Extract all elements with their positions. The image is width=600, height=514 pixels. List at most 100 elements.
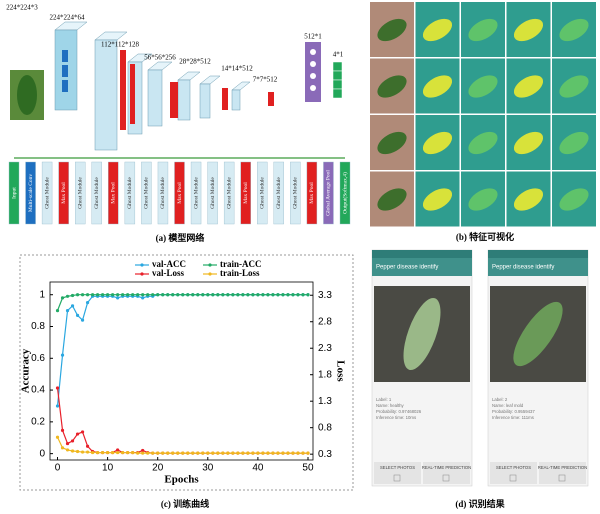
result-text: Label: 2	[492, 397, 508, 402]
y-axis-label: Accuracy	[20, 348, 32, 393]
module-label: Ghost Module	[293, 177, 299, 209]
caption: (a) 模型网络	[156, 232, 205, 243]
button-label: SELECT PHOTOS	[496, 465, 531, 470]
app-title: Pepper disease identify	[376, 265, 438, 271]
data-point	[306, 451, 310, 455]
data-point	[111, 293, 115, 297]
data-point	[60, 296, 65, 300]
data-point	[196, 293, 200, 297]
y-tick-label: 0.8	[31, 321, 45, 332]
data-point	[126, 293, 130, 297]
data-point	[216, 293, 220, 297]
button[interactable]	[490, 462, 537, 484]
module-label: Global Average Pool	[326, 170, 332, 216]
caption: (d) 识别结果	[455, 498, 505, 509]
y2-tick-label: 2.8	[318, 316, 332, 327]
data-point	[136, 293, 140, 297]
layer-block-top	[177, 71, 201, 81]
button[interactable]	[423, 462, 470, 484]
chart-frame	[19, 254, 354, 491]
data-point	[80, 293, 85, 297]
y-tick-label: 0	[39, 448, 45, 459]
module-block	[174, 161, 185, 225]
data-point	[291, 293, 295, 297]
y-tick-label: 0.6	[31, 353, 45, 364]
y-tick-label: 1	[39, 289, 45, 300]
data-point	[116, 448, 120, 452]
module-label: Ghost Module	[94, 177, 100, 209]
data-point	[131, 293, 135, 297]
module-block	[257, 161, 268, 225]
data-point	[186, 293, 190, 297]
module-block	[157, 161, 169, 225]
result-text: Name: leaf mold	[492, 403, 524, 408]
data-point	[271, 451, 275, 455]
data-point	[116, 450, 120, 455]
y-tick-label: 0.2	[31, 416, 45, 427]
data-point	[90, 450, 95, 455]
leaf	[377, 131, 407, 155]
data-point	[101, 293, 105, 297]
module-block	[190, 161, 202, 225]
data-point	[151, 451, 155, 455]
module-block	[41, 161, 53, 225]
series-line	[56, 294, 308, 311]
data-point	[60, 353, 65, 357]
data-point	[85, 444, 90, 448]
data-point	[296, 451, 300, 455]
y2-tick-label: 1.3	[318, 396, 332, 407]
result-text: Name: healthy	[376, 403, 405, 408]
data-point	[186, 451, 190, 455]
module-label: Max Pool	[111, 182, 117, 204]
data-point	[231, 451, 235, 455]
module-label: Max Pool	[61, 182, 67, 204]
data-point	[216, 451, 220, 455]
data-point	[266, 451, 270, 455]
data-point	[141, 451, 145, 455]
legend-marker	[208, 272, 212, 276]
module-label: Ghost Module	[210, 177, 216, 209]
data-point	[166, 451, 170, 455]
data-point	[101, 450, 105, 455]
data-point	[231, 293, 235, 297]
conv-kernel	[62, 50, 68, 62]
layer-block	[147, 69, 163, 127]
data-point	[60, 446, 65, 450]
data-point	[65, 441, 70, 446]
data-point	[55, 309, 60, 313]
legend-label: train-Loss	[220, 268, 260, 278]
button[interactable]	[374, 462, 421, 484]
data-point	[206, 293, 210, 297]
layer-block-top	[94, 31, 128, 41]
data-point	[65, 309, 70, 313]
module-label: Ghost Module	[127, 177, 133, 209]
dimension-label: 14*14*512	[221, 65, 253, 73]
y2-tick-label: 3.3	[318, 290, 332, 301]
layer-block-top	[231, 81, 251, 91]
data-point	[271, 293, 275, 297]
layer-block	[94, 39, 118, 151]
data-point	[70, 439, 75, 443]
leaf	[513, 301, 563, 367]
data-point	[141, 296, 145, 300]
result-text: Label: 1	[376, 397, 392, 402]
module-block	[223, 161, 235, 225]
result-text: Probability: 0.97468026	[376, 409, 422, 414]
data-point	[121, 450, 125, 455]
data-point	[276, 293, 280, 297]
data-point	[171, 451, 175, 455]
data-point	[171, 293, 175, 297]
data-point	[85, 450, 90, 454]
button[interactable]	[539, 462, 586, 484]
data-point	[141, 448, 145, 453]
pool-block	[222, 88, 228, 110]
data-point	[211, 451, 215, 455]
legend-marker	[140, 263, 144, 267]
status-bar	[488, 250, 588, 258]
data-point	[161, 293, 165, 297]
pool-block	[170, 82, 178, 118]
module-label: Ghost Module	[77, 177, 83, 209]
dimension-label: 56*56*256	[144, 54, 176, 62]
button-icon	[393, 474, 401, 482]
